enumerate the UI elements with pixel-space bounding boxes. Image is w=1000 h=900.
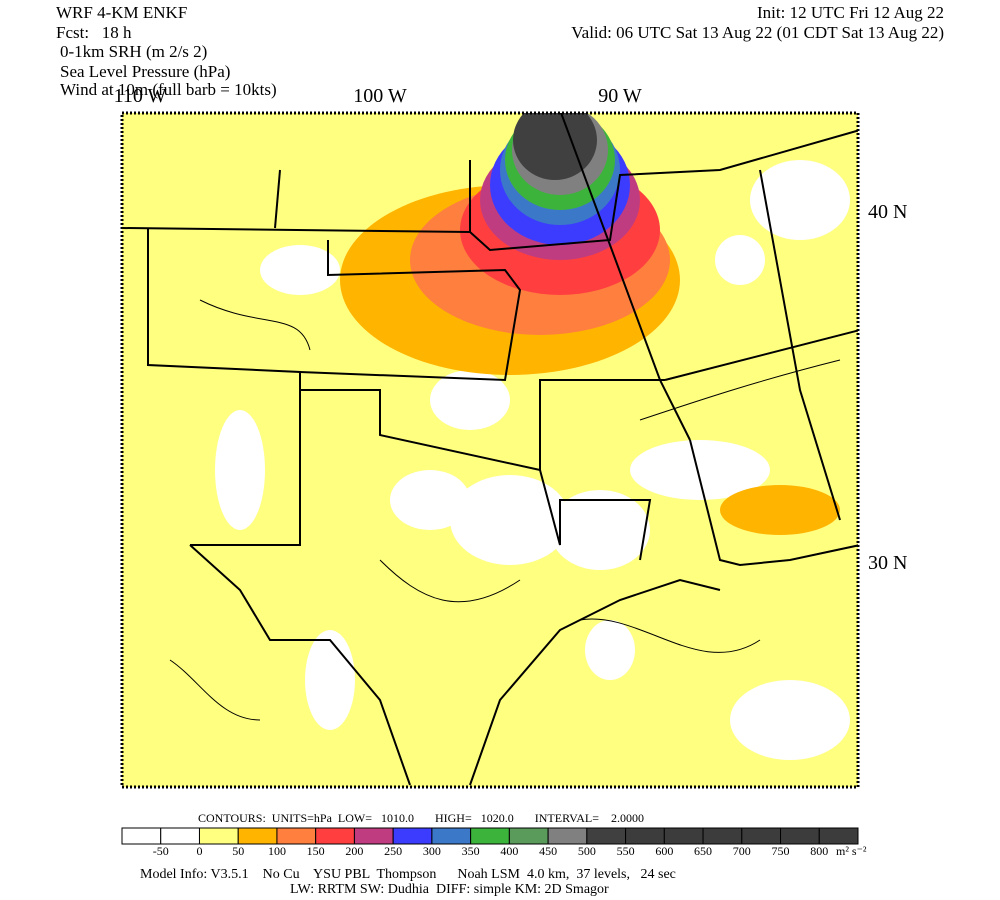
colorbar-box — [508, 827, 549, 845]
model-info: LW: RRTM SW: Dudhia DIFF: simple KM: 2D … — [290, 882, 609, 897]
colorbar-label: 150 — [307, 844, 325, 858]
colorbar-box — [741, 827, 782, 845]
colorbar-box — [121, 827, 162, 845]
colorbar-label: 750 — [772, 844, 790, 858]
map-frame — [120, 111, 860, 789]
contour-info: CONTOURS: UNITS=hPa LOW= 1010.0 HIGH= 10… — [198, 811, 644, 825]
colorbar-box — [237, 827, 278, 845]
colorbar-box — [702, 827, 743, 845]
colorbar-box — [470, 827, 510, 845]
lat-label: 40 N — [868, 201, 907, 223]
colorbar-label: 50 — [232, 844, 244, 858]
colorbar-label: 300 — [423, 844, 441, 858]
colorbar-box — [315, 827, 355, 845]
lon-label: 110 W — [114, 85, 167, 107]
colorbar-box — [663, 827, 704, 845]
field-label: Sea Level Pressure (hPa) — [60, 62, 230, 81]
colorbar-label: 600 — [655, 844, 673, 858]
forecast-hour: Fcst: 18 h — [56, 23, 132, 42]
pressure-contours — [169, 299, 841, 721]
colorbar-label: -50 — [153, 844, 169, 858]
colorbar-box — [392, 827, 433, 845]
colorbar-box — [586, 827, 627, 845]
colorbar-label: 400 — [500, 844, 518, 858]
colorbar-box — [547, 827, 588, 845]
colorbar-label: 250 — [384, 844, 402, 858]
colorbar-box — [160, 827, 200, 845]
colorbar-box — [198, 827, 239, 845]
colorbar-units: m² s⁻² — [836, 844, 867, 858]
field-label: Wind at 10m (full barb = 10kts) — [60, 80, 277, 99]
colorbar-box — [353, 827, 394, 845]
colorbar-label: 100 — [268, 844, 286, 858]
field-label: 0-1km SRH (m 2/s 2) — [60, 42, 207, 61]
init-time: Init: 12 UTC Fri 12 Aug 22 — [757, 3, 944, 22]
lon-label: 90 W — [598, 85, 642, 107]
colorbar-box — [276, 827, 317, 845]
valid-time: Valid: 06 UTC Sat 13 Aug 22 (01 CDT Sat … — [571, 23, 944, 42]
state-borders — [122, 113, 858, 786]
title: WRF 4-KM ENKF — [56, 3, 187, 22]
colorbar-box — [818, 827, 859, 845]
colorbar-label: 0 — [196, 844, 202, 858]
colorbar-label: 350 — [462, 844, 480, 858]
colorbar-label: 200 — [345, 844, 363, 858]
colorbar-label: 800 — [810, 844, 828, 858]
colorbar-label: 650 — [694, 844, 712, 858]
colorbar-label: 550 — [617, 844, 635, 858]
lon-label: 100 W — [353, 85, 407, 107]
colorbar: -50 0 50 100 150 200 250 300 350 400 450 500 550 600 6… — [121, 827, 867, 858]
colorbar-box — [431, 827, 472, 845]
colorbar-label: 450 — [539, 844, 557, 858]
map — [120, 111, 860, 789]
colorbar-label: 700 — [733, 844, 751, 858]
colorbar-label: 500 — [578, 844, 596, 858]
low-srh-areas — [215, 160, 850, 760]
lat-label: 30 N — [868, 552, 907, 574]
model-info: Model Info: V3.5.1 No Cu YSU PBL Thompso… — [140, 867, 676, 882]
colorbar-box — [625, 827, 665, 845]
colorbar-box — [780, 827, 820, 845]
